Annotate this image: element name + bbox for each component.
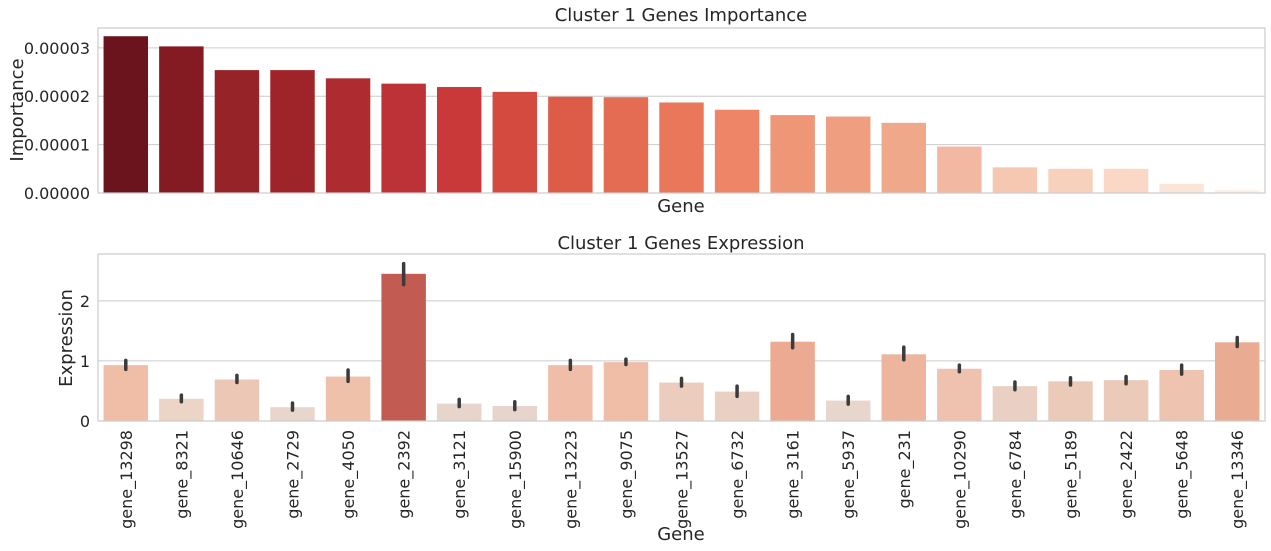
expression-y-tick-label: 2 [80,292,90,311]
importance-bar-gene_6732 [714,109,760,193]
expression-bar-gene_5937 [825,400,871,421]
expression-panel: 0 1 2 gene_13298 gene_8321 gene_10646 gene_27… [56,233,1266,545]
expression-x-tick-label: gene_13527 [673,430,693,529]
importance-bar-gene_231 [881,122,927,193]
importance-y-tick-label: 0.00000 [24,184,90,203]
importance-bar-gene_6784 [992,167,1038,193]
expression-y-tick-label: 0 [80,412,90,431]
expression-bar-gene_13527 [659,382,704,421]
importance-bar-gene_13527 [659,102,704,193]
importance-bar-gene_2392 [381,83,426,193]
expression-bar-gene_10646 [214,379,260,421]
expression-bar-gene_2392 [381,273,426,421]
expression-y-ticks: 0 1 2 [80,292,90,431]
expression-x-tick-label: gene_9075 [617,430,637,519]
expression-bar-gene_15900 [492,405,538,421]
importance-bar-gene_10646 [214,70,260,193]
importance-bar-gene_5648 [1159,183,1204,193]
importance-bar-gene_13298 [103,36,149,194]
importance-y-tick-label: 0.00001 [24,136,90,155]
expression-bar-gene_3161 [770,341,815,421]
importance-bar-gene_15900 [492,91,538,193]
importance-bar-gene_4050 [325,78,371,193]
expression-y-label: Expression [56,289,77,387]
expression-x-tick-label: gene_6732 [728,430,748,519]
expression-error-bars [124,261,1239,412]
importance-y-label: Importance [7,58,28,161]
expression-bar-gene_2422 [1103,380,1149,421]
expression-x-tick-label: gene_4050 [339,430,359,519]
expression-bar-gene_3121 [436,403,482,421]
importance-panel: 0.00000 0.00001 0.00002 0.00003 Cluster 1 G… [7,5,1266,217]
importance-y-tick-label: 0.00002 [24,87,90,106]
expression-x-ticks: gene_13298 gene_8321 gene_10646 gene_2729 ge… [117,430,1248,529]
expression-title: Cluster 1 Genes Expression [557,233,804,254]
expression-bar-gene_5648 [1159,369,1204,421]
expression-bar-gene_10290 [937,368,982,421]
expression-x-tick-label: gene_3121 [450,430,470,519]
expression-bar-gene_8321 [159,398,204,421]
importance-bars [103,36,1260,194]
expression-bar-gene_6784 [992,386,1038,421]
expression-x-tick-label: gene_6784 [1006,430,1026,519]
importance-bar-gene_2729 [270,70,315,193]
importance-bar-gene_3161 [770,115,815,193]
importance-x-label: Gene [657,196,705,217]
expression-plot-frame [97,253,1266,422]
expression-y-tick-label: 1 [80,352,90,371]
importance-bar-gene_2422 [1103,168,1149,193]
expression-bars [103,273,1260,421]
importance-plot-frame [97,27,1266,194]
expression-x-tick-label: gene_13298 [117,430,137,529]
importance-bar-gene_13223 [548,96,593,193]
importance-bar-gene_10290 [937,146,982,193]
expression-x-tick-label: gene_231 [895,430,915,509]
expression-bar-gene_13223 [548,365,593,421]
importance-bar-gene_9075 [603,97,649,193]
importance-title: Cluster 1 Genes Importance [555,5,808,26]
expression-x-tick-label: gene_15900 [506,430,526,529]
expression-x-tick-label: gene_5937 [839,430,859,519]
expression-x-tick-label: gene_2729 [284,430,304,519]
expression-bar-gene_4050 [325,376,371,421]
importance-bar-gene_13346 [1214,190,1260,193]
expression-x-tick-label: gene_13223 [561,430,581,529]
expression-x-tick-label: gene_10646 [228,430,248,529]
expression-bar-gene_9075 [603,362,649,421]
expression-x-tick-label: gene_2392 [395,430,415,519]
expression-x-tick-label: gene_10290 [950,430,970,529]
expression-x-tick-label: gene_13346 [1228,430,1248,529]
importance-bar-gene_5937 [825,116,871,193]
expression-bar-gene_2729 [270,407,315,421]
expression-bar-gene_13346 [1214,342,1260,421]
importance-bar-gene_3121 [436,87,482,193]
expression-x-tick-label: gene_5189 [1062,430,1082,519]
expression-x-label: Gene [657,524,705,545]
expression-bar-gene_13298 [103,365,149,421]
importance-y-ticks: 0.00000 0.00001 0.00002 0.00003 [24,39,90,203]
expression-x-tick-label: gene_5648 [1173,430,1193,519]
expression-bar-gene_231 [881,354,927,421]
importance-bar-gene_5189 [1048,168,1093,193]
expression-bar-gene_5189 [1048,381,1093,421]
importance-bar-gene_8321 [159,46,204,193]
expression-x-tick-label: gene_3161 [784,430,804,519]
expression-x-tick-label: gene_2422 [1117,430,1137,519]
importance-y-tick-label: 0.00003 [24,39,90,58]
expression-x-tick-label: gene_8321 [172,430,192,519]
